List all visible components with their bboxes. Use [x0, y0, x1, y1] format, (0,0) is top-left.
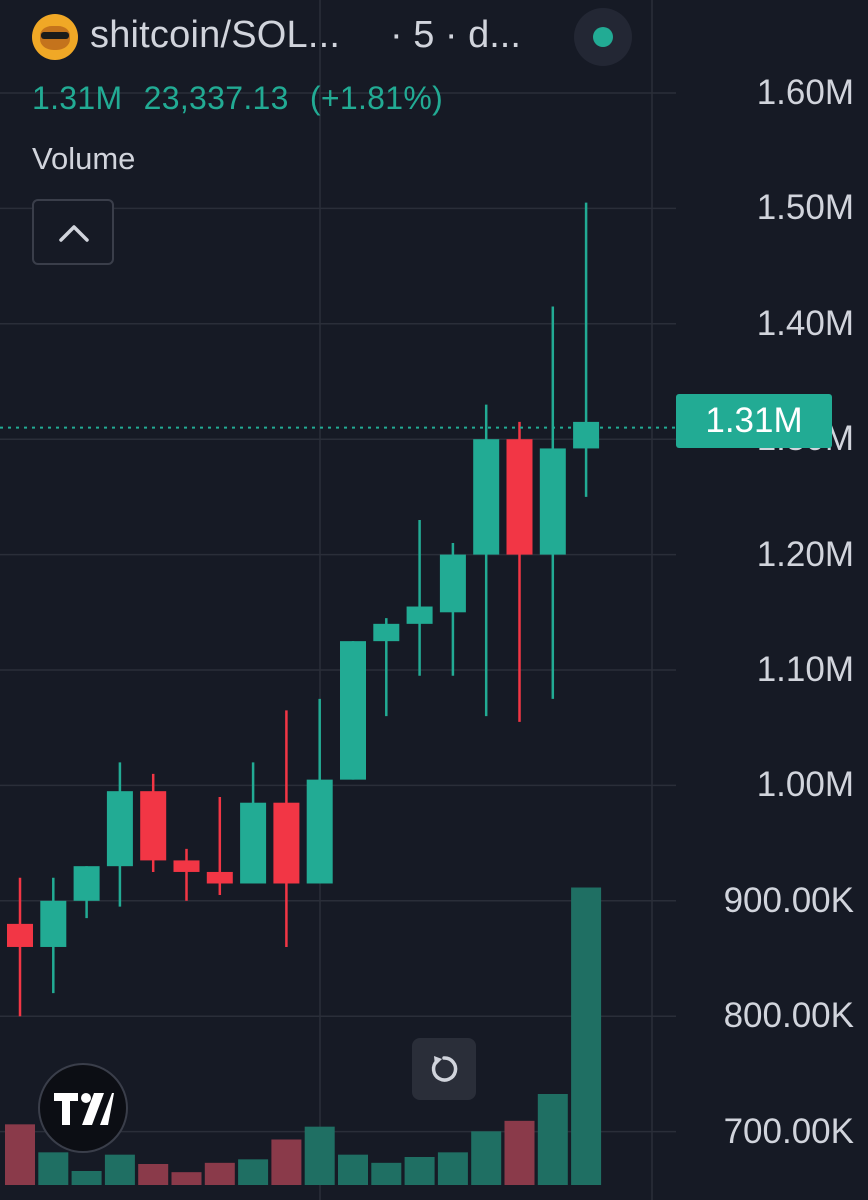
y-tick-label: 800.00K: [723, 996, 854, 1036]
price-summary: 1.31M 23,337.13 (+1.81%): [32, 80, 443, 117]
candle[interactable]: [406, 519, 433, 676]
candle-body: [7, 923, 33, 947]
candle[interactable]: [7, 877, 33, 1017]
candle-body: [273, 802, 300, 884]
candle[interactable]: [106, 762, 133, 907]
volume-bar: [5, 1124, 35, 1185]
y-tick-label: 1.60M: [756, 73, 854, 112]
candle-body: [439, 554, 466, 613]
y-tick-label: 1.10M: [756, 650, 854, 689]
candle[interactable]: [206, 796, 233, 896]
y-tick-label: 1.20M: [756, 534, 854, 574]
candle[interactable]: [140, 773, 167, 872]
volume-bar: [171, 1172, 202, 1185]
volume-bar: [271, 1139, 302, 1185]
coin-avatar-icon[interactable]: [32, 14, 78, 60]
candle[interactable]: [340, 641, 366, 780]
candle-body: [40, 900, 67, 947]
market-status-indicator[interactable]: [574, 8, 632, 66]
y-tick-label: 900.00K: [723, 880, 854, 920]
candle[interactable]: [273, 710, 300, 947]
candle[interactable]: [240, 762, 267, 884]
candle[interactable]: [73, 866, 100, 919]
candle[interactable]: [373, 618, 400, 717]
volume-bar: [437, 1152, 468, 1185]
candle[interactable]: [40, 877, 67, 994]
last-price-value: 1.31M: [32, 80, 123, 116]
candle-body: [306, 779, 333, 884]
candle[interactable]: [473, 404, 500, 717]
candle-body: [106, 791, 133, 867]
volume-bar: [38, 1152, 69, 1185]
volume-bar: [238, 1159, 269, 1185]
candle-body: [573, 421, 600, 449]
volume-bar: [204, 1162, 235, 1185]
candle[interactable]: [506, 421, 533, 722]
status-dot-icon: [593, 27, 613, 47]
candle[interactable]: [539, 306, 566, 699]
volume-bar: [537, 1094, 568, 1185]
candle[interactable]: [306, 698, 333, 884]
candle-body: [240, 802, 267, 884]
volume-bar: [138, 1164, 169, 1185]
volume-bars: [5, 887, 602, 1185]
candle-body: [140, 791, 167, 861]
candle[interactable]: [573, 202, 600, 497]
candle-body: [206, 871, 233, 884]
reset-chart-button[interactable]: [412, 1038, 476, 1100]
volume-bar: [71, 1171, 102, 1185]
candle[interactable]: [173, 848, 200, 901]
candle-body: [406, 606, 433, 624]
volume-bar: [371, 1162, 402, 1185]
volume-bar: [471, 1131, 502, 1185]
volume-bar: [338, 1154, 368, 1185]
last-price-tag: 1.31M: [676, 394, 832, 448]
chevron-up-icon: [59, 225, 89, 242]
volume-bar: [504, 1120, 535, 1185]
y-tick-label: 1.40M: [756, 303, 854, 343]
candle-body: [73, 866, 100, 901]
refresh-icon: [431, 1056, 458, 1082]
volume-bar: [571, 887, 602, 1185]
price-change-percent: (+1.81%): [309, 80, 444, 116]
tradingview-logo-icon[interactable]: [38, 1063, 128, 1153]
y-tick-label: 1.00M: [756, 765, 854, 805]
candle-body: [473, 439, 500, 555]
price-change-value: 23,337.13: [143, 80, 289, 116]
volume-indicator-label[interactable]: Volume: [32, 141, 136, 176]
candle-body: [373, 623, 400, 642]
y-tick-label: 1.50M: [756, 188, 854, 228]
volume-bar: [304, 1126, 335, 1185]
interval-label[interactable]: · 5 · d...: [390, 14, 521, 56]
y-tick-label: 700.00K: [723, 1111, 854, 1151]
symbol-title[interactable]: shitcoin/SOL...: [90, 14, 341, 56]
volume-bar: [404, 1157, 435, 1185]
candle-body: [340, 641, 366, 780]
volume-bar: [104, 1154, 135, 1185]
candle-body: [539, 448, 566, 555]
candle[interactable]: [439, 543, 466, 676]
candlesticks: [7, 202, 600, 1017]
candle-body: [506, 439, 533, 555]
collapse-indicators-button[interactable]: [32, 199, 114, 265]
candle-body: [173, 860, 200, 872]
